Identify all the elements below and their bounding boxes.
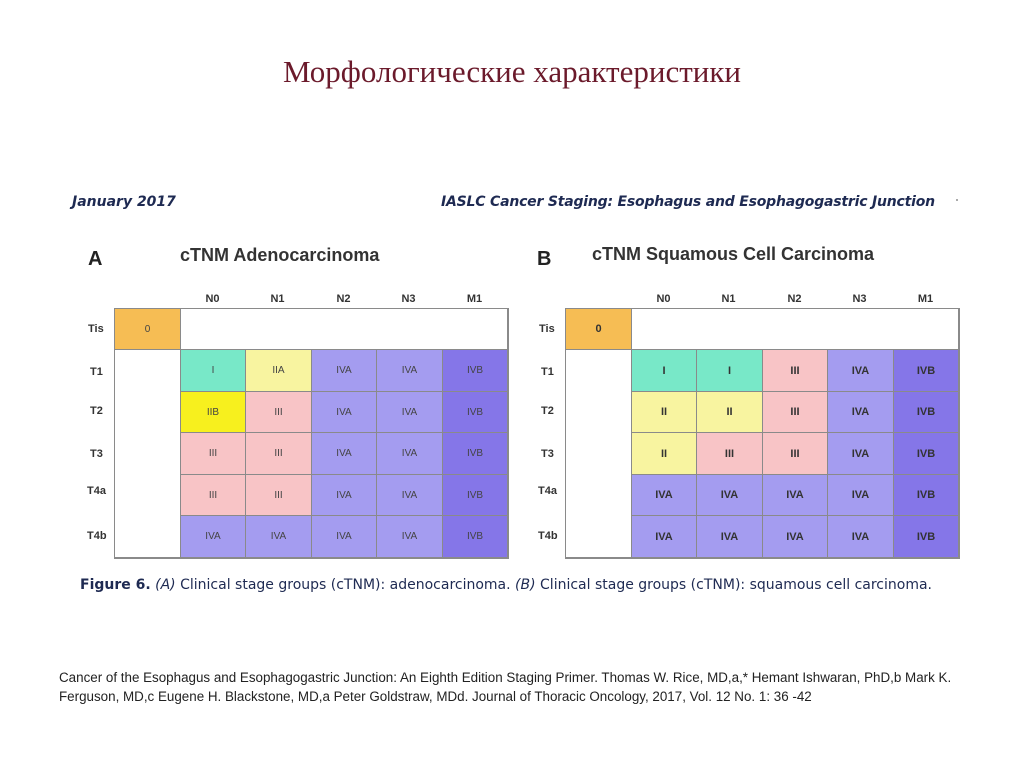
panel-b-stage-cell: IVA xyxy=(828,350,894,392)
panel-b-stage-cell: IVA xyxy=(763,516,828,558)
caption-a-text: Clinical stage groups (cTNM): adenocarci… xyxy=(175,577,516,593)
panel-b-row-label: T1 xyxy=(541,366,554,378)
caption-b-text: Clinical stage groups (cTNM): squamous c… xyxy=(535,577,932,593)
panel-a-col-header: M1 xyxy=(466,293,483,305)
panel-b-stage-cell: III xyxy=(763,433,828,475)
panel-a-stage-cell: III xyxy=(181,433,246,475)
panel-b-stage-cell: IVA xyxy=(697,475,763,516)
figure-journal-header: IASLC Cancer Staging: Esophagus and Esop… xyxy=(441,194,935,210)
panel-a-t-empty-cell xyxy=(115,350,181,558)
panel-b-stage-cell: I xyxy=(632,350,697,392)
panel-b-col-header: M1 xyxy=(917,293,934,305)
panel-a-letter: A xyxy=(88,248,103,270)
panel-a-tis-empty-cell xyxy=(181,309,508,350)
panel-a-stage-cell: IVB xyxy=(443,433,508,475)
panel-a-stage-cell: IVB xyxy=(443,475,508,516)
panel-b-stage-cell: III xyxy=(763,350,828,392)
panel-b-col-header: N0 xyxy=(656,293,671,305)
slide-title: Морфологические характеристики xyxy=(283,54,741,89)
panel-b-stage-cell: IVB xyxy=(894,516,959,558)
panel-a-stage-cell: IVA xyxy=(312,475,377,516)
panel-a-row-label: T2 xyxy=(90,405,103,417)
panel-b-row-label: T4a xyxy=(538,485,557,497)
panel-b-stage-cell: IVA xyxy=(697,516,763,558)
panel-b-stage-cell: IVB xyxy=(894,392,959,433)
panel-b-stage-cell: IVA xyxy=(763,475,828,516)
panel-b-t-empty-cell xyxy=(566,350,632,558)
panel-a-stage-cell: IVA xyxy=(312,350,377,392)
panel-b-row-label: T4b xyxy=(538,530,558,542)
panel-a-col-header: N0 xyxy=(205,293,220,305)
panel-b-stage-cell: IVB xyxy=(894,350,959,392)
panel-a-col-header: N3 xyxy=(401,293,416,305)
panel-b-col-header: N1 xyxy=(721,293,736,305)
panel-b-row-label: T3 xyxy=(541,448,554,460)
panel-a-stage-cell: IVA xyxy=(181,516,246,558)
panel-b-stage-cell: II xyxy=(632,392,697,433)
panel-b-stage-cell: IVA xyxy=(828,516,894,558)
panel-a-stage-cell: III xyxy=(181,475,246,516)
caption-a-marker: (A) xyxy=(155,577,176,593)
panel-a-tis-stage-cell: 0 xyxy=(115,309,181,350)
caption-label: Figure 6. xyxy=(80,577,151,593)
figure-date-header: January 2017 xyxy=(72,194,176,210)
panel-a-stage-cell: IVA xyxy=(312,516,377,558)
panel-b-stage-cell: IVA xyxy=(828,392,894,433)
panel-a-stage-cell: IVA xyxy=(312,392,377,433)
panel-a-title: cTNM Adenocarcinoma xyxy=(180,245,380,265)
panel-a-stage-cell: IVA xyxy=(377,350,443,392)
panel-a-stage-cell: IVB xyxy=(443,350,508,392)
figure-caption: Figure 6. (A) Clinical stage groups (cTN… xyxy=(80,577,932,593)
panel-a-stage-cell: III xyxy=(246,392,312,433)
panel-b-col-header: N3 xyxy=(852,293,867,305)
panel-a-stage-cell: I xyxy=(181,350,246,392)
panel-a-stage-grid: 0 I IIA IVA IVA IVB IIB III IVA IVA IVB III III IVA IV… xyxy=(114,308,509,559)
panel-a-stage-cell: III xyxy=(246,433,312,475)
caption-b-marker: (B) xyxy=(515,577,536,593)
panel-a-stage-cell: IVA xyxy=(377,516,443,558)
panel-a-stage-cell: IVA xyxy=(377,475,443,516)
panel-b-stage-cell: II xyxy=(632,433,697,475)
panel-b-stage-cell: I xyxy=(697,350,763,392)
source-citation: Cancer of the Esophagus and Esophagogast… xyxy=(59,670,952,704)
panel-a-stage-cell: IVA xyxy=(246,516,312,558)
panel-b-row-label: Tis xyxy=(539,323,555,335)
panel-a-row-label: T4b xyxy=(87,530,107,542)
panel-b-tis-stage-cell: 0 xyxy=(566,309,632,350)
panel-a-stage-cell: IVA xyxy=(377,433,443,475)
panel-a-row-label: T1 xyxy=(90,366,103,378)
panel-a-stage-cell: III xyxy=(246,475,312,516)
panel-b-stage-cell: III xyxy=(697,433,763,475)
panel-a-stage-cell: IIA xyxy=(246,350,312,392)
panel-a-row-label: T4a xyxy=(87,485,106,497)
decorative-dot xyxy=(956,199,958,201)
panel-b-row-label: T2 xyxy=(541,405,554,417)
panel-b-letter: B xyxy=(537,248,552,270)
panel-b-stage-cell: IVA xyxy=(828,433,894,475)
panel-b-stage-cell: IVA xyxy=(632,475,697,516)
panel-b-stage-cell: IVA xyxy=(828,475,894,516)
panel-a-stage-cell: IIB xyxy=(181,392,246,433)
panel-b-tis-empty-cell xyxy=(632,309,959,350)
panel-a-stage-cell: IVB xyxy=(443,516,508,558)
panel-b-stage-cell: III xyxy=(763,392,828,433)
panel-b-stage-grid: 0 I I III IVA IVB II II III IVA IVB II III III IVA IVB I… xyxy=(565,308,960,559)
panel-a-stage-cell: IVB xyxy=(443,392,508,433)
panel-a-col-header: N1 xyxy=(270,293,285,305)
panel-a-stage-cell: IVA xyxy=(377,392,443,433)
panel-b-title: cTNM Squamous Cell Carcinoma xyxy=(592,244,875,264)
panel-b-stage-cell: IVA xyxy=(632,516,697,558)
panel-a-row-label: T3 xyxy=(90,448,103,460)
panel-a-col-header: N2 xyxy=(336,293,351,305)
panel-b-stage-cell: IVB xyxy=(894,433,959,475)
panel-b-stage-cell: IVB xyxy=(894,475,959,516)
panel-a-stage-cell: IVA xyxy=(312,433,377,475)
panel-b-col-header: N2 xyxy=(787,293,802,305)
panel-a-row-label: Tis xyxy=(88,323,104,335)
panel-b-stage-cell: II xyxy=(697,392,763,433)
